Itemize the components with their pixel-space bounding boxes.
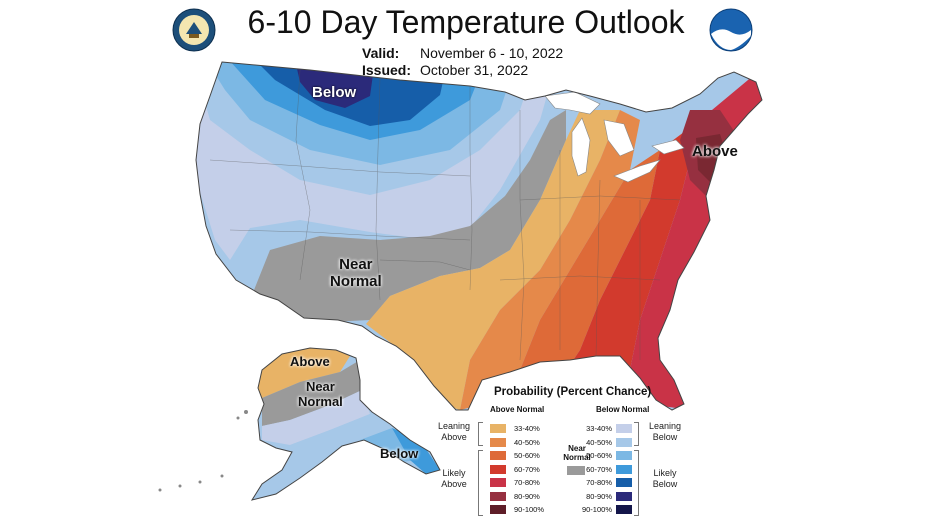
above-label-6: 90-100% [514, 505, 545, 514]
brace-likely-below [634, 450, 639, 516]
above-label-2: 50-60% [514, 451, 540, 460]
above-label-5: 80-90% [514, 491, 540, 501]
below-swatch-6 [616, 505, 632, 514]
above-label-4: 70-80% [514, 478, 540, 487]
leaning-below-line2: Below [652, 432, 678, 442]
issued-date: Issued: October 31, 2022 [362, 62, 528, 78]
legend-above-header: Above Normal [490, 405, 545, 414]
below-swatch-2 [616, 451, 632, 460]
valid-value: November 6 - 10, 2022 [420, 45, 564, 61]
valid-label: Valid: [362, 45, 400, 61]
above-swatch-0 [490, 424, 506, 433]
legend-leaning-above: Leaning Above [430, 421, 478, 443]
label-alaska-below: Below [380, 446, 419, 461]
label-near-normal-line1: Near [339, 256, 373, 273]
above-swatch-1 [490, 437, 506, 447]
below-label-1: 40-50% [586, 437, 612, 447]
alaska-outline [250, 347, 441, 501]
below-label-5: 80-90% [586, 491, 612, 501]
below-label-4: 70-80% [586, 478, 612, 487]
legend-below-header: Below Normal [596, 405, 650, 414]
label-alaska-above: Above [290, 354, 330, 369]
below-swatch-0 [616, 424, 632, 433]
above-swatch-6 [490, 505, 506, 514]
label-alaska-near-normal: Near Normal [298, 379, 343, 409]
likely-above-line2: Above [441, 479, 467, 489]
above-label-0: 33-40% [514, 424, 540, 433]
noaa-logo-icon [709, 8, 753, 52]
legend-leaning-below: Leaning Below [640, 421, 690, 443]
below-swatch-1 [616, 437, 632, 447]
conus-outline [195, 61, 763, 411]
above-swatch-3 [490, 464, 506, 474]
doc-seal-icon [172, 8, 216, 52]
label-below-north: Below [312, 84, 357, 101]
page-title: 6-10 Day Temperature Outlook [247, 4, 685, 40]
below-label-3: 60-70% [586, 464, 612, 474]
above-label-3: 60-70% [514, 464, 540, 474]
below-swatch-3 [616, 464, 632, 474]
near-normal-line2: Normal [563, 453, 591, 462]
below-swatch-4 [616, 478, 632, 487]
below-label-6: 90-100% [581, 505, 612, 514]
issued-value: October 31, 2022 [420, 62, 529, 78]
above-swatch-2 [490, 451, 506, 460]
legend-likely-below: Likely Below [640, 468, 690, 490]
label-near-normal: Near Normal [330, 256, 382, 290]
state-lines [209, 69, 681, 361]
likely-below-line2: Below [652, 479, 678, 489]
legend-title: Probability (Percent Chance) [494, 386, 652, 398]
near-normal-line1: Near [568, 444, 586, 453]
above-swatch-5 [490, 491, 506, 501]
label-above-northeast: Above [692, 143, 738, 160]
brace-leaning-above [478, 422, 483, 446]
issued-label: Issued: [362, 62, 412, 78]
likely-below-line1: Likely [653, 468, 677, 478]
leaning-below-line1: Leaning [648, 421, 682, 431]
legend-near-normal-swatch [567, 466, 585, 475]
brace-leaning-below [634, 422, 639, 446]
label-near-normal-line2: Normal [330, 273, 382, 290]
below-label-2: 50-60% [586, 451, 612, 460]
above-swatch-4 [490, 478, 506, 487]
brace-likely-above [478, 450, 483, 516]
leaning-above-line1: Leaning [437, 421, 471, 431]
legend-near-normal-label: Near Normal [560, 444, 594, 462]
label-alaska-near-line1: Near [305, 379, 335, 394]
legend-likely-above: Likely Above [430, 468, 478, 490]
aleutian-islands [158, 410, 248, 492]
likely-above-line1: Likely [442, 468, 466, 478]
below-swatch-5 [616, 491, 632, 501]
above-label-1: 40-50% [514, 437, 540, 447]
great-lakes [544, 91, 685, 183]
leaning-above-line2: Above [441, 432, 467, 442]
below-label-0: 33-40% [586, 424, 612, 433]
legend: Probability (Percent Chance) Above Norma… [430, 386, 692, 518]
label-alaska-near-line2: Normal [298, 394, 343, 409]
valid-dates: Valid: November 6 - 10, 2022 [362, 45, 563, 61]
